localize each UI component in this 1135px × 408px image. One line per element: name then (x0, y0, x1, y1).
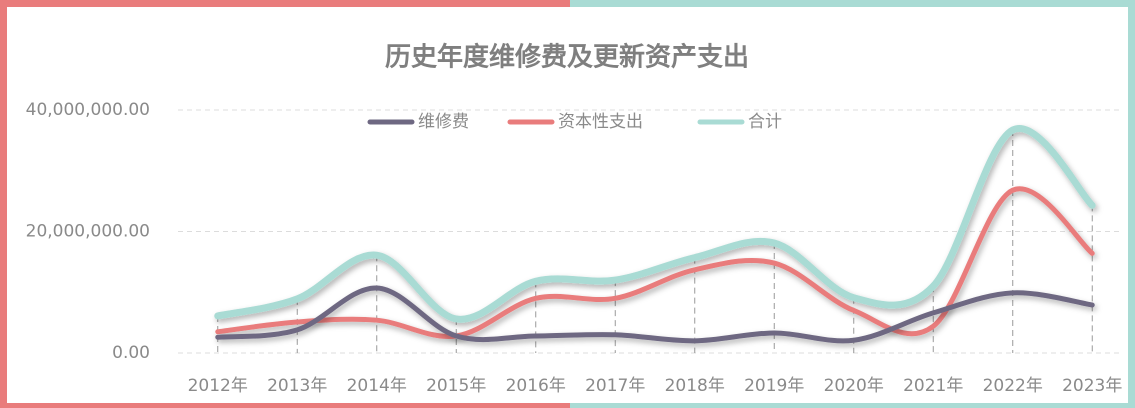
series-line (215, 186, 1095, 339)
x-tick-label: 2018年 (665, 376, 725, 396)
series-line (214, 125, 1096, 323)
x-tick-label: 2022年 (983, 376, 1043, 396)
x-tick-label: 2015年 (426, 376, 486, 396)
x-tick-label: 2013年 (267, 376, 327, 396)
y-tick-label: 20,000,000.00 (26, 222, 150, 242)
x-tick-label: 2012年 (188, 376, 248, 396)
x-tick-label: 2023年 (1062, 376, 1122, 396)
x-tick-label: 2016年 (506, 376, 566, 396)
x-tick-label: 2020年 (824, 376, 884, 396)
y-tick-label: 0.00 (112, 343, 150, 363)
series-line (215, 285, 1095, 344)
x-tick-label: 2021年 (903, 376, 963, 396)
x-tick-label: 2017年 (585, 376, 645, 396)
x-tick-label: 2014年 (347, 376, 407, 396)
chart-title: 历史年度维修费及更新资产支出 (385, 42, 749, 73)
x-tick-label: 2019年 (744, 376, 804, 396)
legend-label: 合计 (748, 112, 782, 132)
legend-label: 维修费 (418, 112, 469, 132)
y-tick-label: 40,000,000.00 (26, 100, 150, 120)
legend-label: 资本性支出 (558, 112, 643, 132)
